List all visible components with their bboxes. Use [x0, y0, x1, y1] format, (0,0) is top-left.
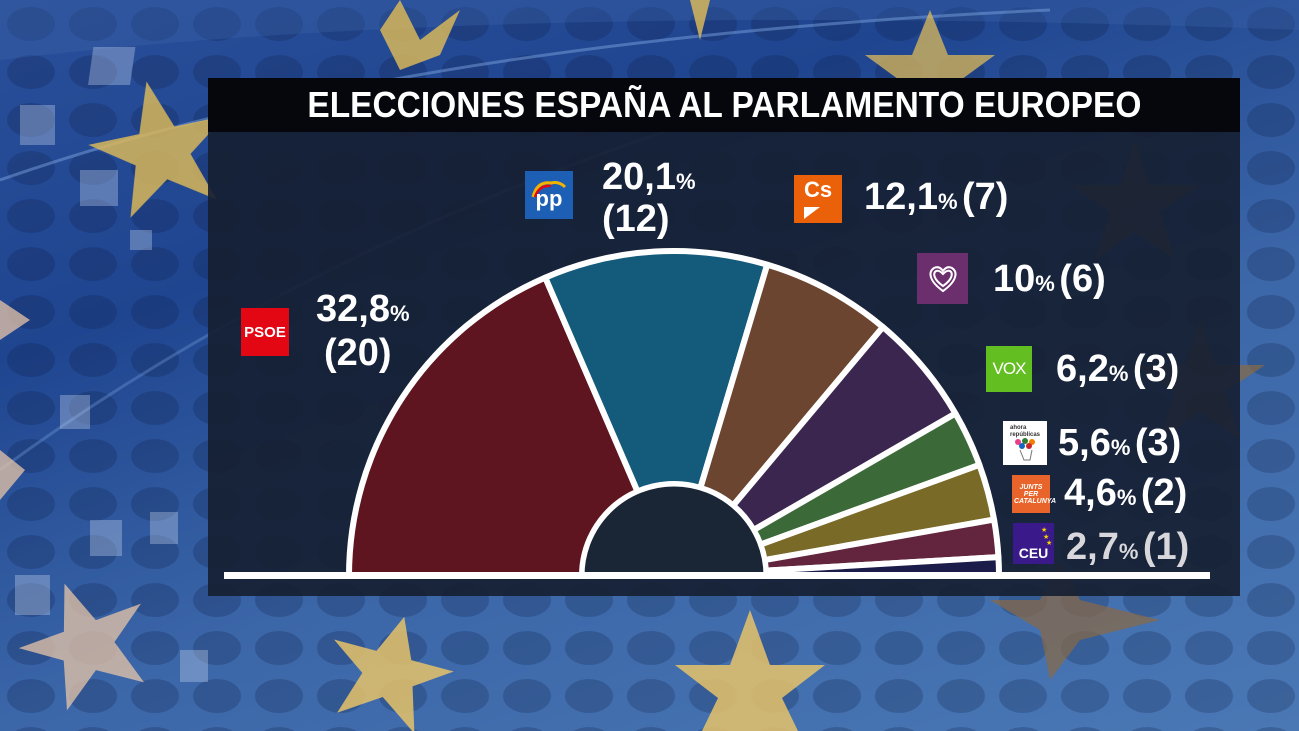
vox-label: 6,2% (3): [1056, 348, 1180, 390]
podemos-seats: (6): [1059, 258, 1106, 300]
results-panel: ELECCIONES ESPAÑA AL PARLAMENTO EUROPEO …: [208, 78, 1240, 596]
psoe-seats: (20): [324, 332, 392, 374]
podemos-label: 10% (6): [993, 258, 1106, 300]
vox-percent: 6,2: [1056, 348, 1109, 390]
ahora-republicas-seats: (3): [1134, 422, 1182, 464]
psoe-percent: 32,8: [316, 288, 390, 330]
vox-seats: (3): [1132, 348, 1180, 390]
ceu-label: 2,7% (1): [1066, 526, 1190, 568]
ceu-percent: 2,7: [1066, 526, 1119, 568]
ahora-republicas-logo-icon: ahora repúblicas: [1003, 421, 1047, 465]
hemicycle-chart: [224, 248, 1210, 579]
pp-label: 20,1% (12): [602, 156, 696, 240]
baseline: [224, 572, 1210, 579]
svg-text:★: ★: [1041, 526, 1047, 534]
vox-logo-icon: VOX: [986, 346, 1032, 392]
pp-logo-icon: pp: [525, 171, 573, 219]
cs-percent: 12,1: [864, 176, 938, 218]
pp-seats: (12): [602, 198, 670, 240]
svg-text:★: ★: [1043, 533, 1049, 541]
ahora-republicas-percent: 5,6: [1058, 422, 1111, 464]
junts-logo-icon: JUNTS PER CATALUNYA: [1012, 475, 1056, 513]
ceu-logo-icon: ★ ★ ★ CEU: [1013, 523, 1054, 564]
junts-seats: (2): [1140, 472, 1188, 514]
junts-label: 4,6% (2): [1064, 472, 1188, 514]
title-bar: ELECCIONES ESPAÑA AL PARLAMENTO EUROPEO: [208, 78, 1240, 132]
pp-percent: 20,1: [602, 156, 676, 198]
psoe-logo-icon: PSOE: [241, 308, 289, 356]
cs-seats: (7): [961, 176, 1009, 218]
cs-label: 12,1% (7): [864, 176, 1009, 218]
svg-text:★: ★: [1046, 539, 1052, 547]
ceu-seats: (1): [1142, 526, 1190, 568]
podemos-percent: 10: [993, 258, 1036, 300]
psoe-label: 32,8% (20): [316, 288, 410, 374]
junts-percent: 4,6: [1064, 472, 1117, 514]
ahora-republicas-label: 5,6% (3): [1058, 422, 1182, 464]
podemos-logo-icon: [917, 253, 968, 304]
chart-title: ELECCIONES ESPAÑA AL PARLAMENTO EUROPEO: [306, 84, 1141, 125]
cs-logo-icon: Cs: [794, 175, 842, 223]
hemicycle-center: [579, 481, 769, 579]
